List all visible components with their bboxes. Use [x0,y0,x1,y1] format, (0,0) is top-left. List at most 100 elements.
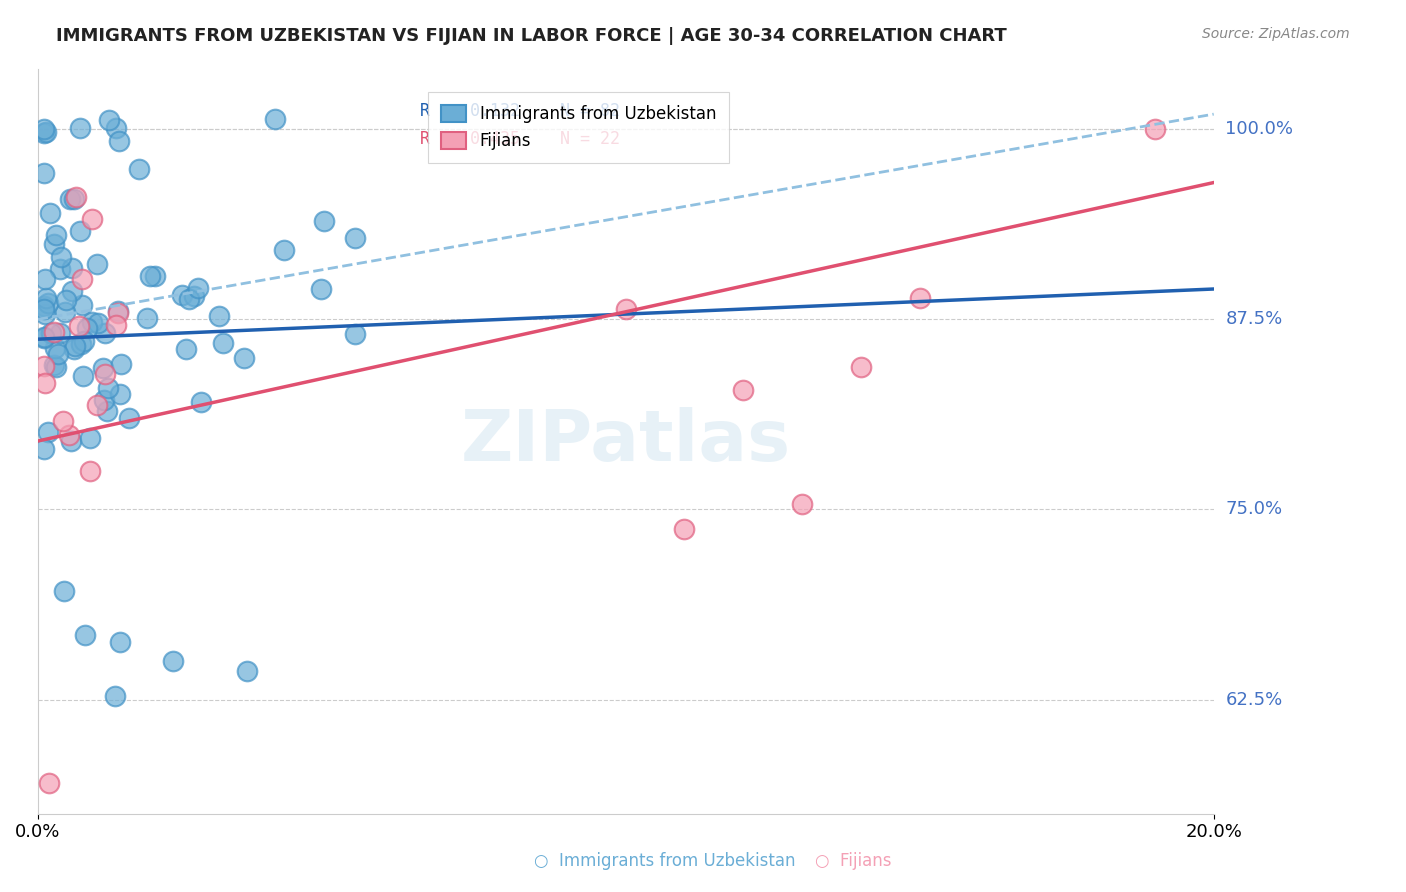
Legend: Immigrants from Uzbekistan, Fijians: Immigrants from Uzbekistan, Fijians [427,92,730,163]
Point [233,351,256,366]
Point [67,318,90,333]
Point [118,410,141,425]
Point [91,361,114,376]
Point [44,341,66,355]
Point [614,301,637,316]
Point [177,292,200,306]
Point [53,584,76,599]
Point [34,272,56,286]
Point [60,284,83,298]
Point [86,256,108,270]
Point [73,334,96,348]
Point [70,336,93,351]
Point [174,342,197,356]
Point [162,654,184,668]
Point [96,404,118,418]
Point [69,224,91,238]
Point [136,310,159,325]
Point [79,431,101,445]
Point [63,339,86,353]
Point [108,387,131,401]
Point [34,307,56,321]
Point [69,120,91,135]
Point [60,434,83,448]
Point [105,318,128,333]
Point [733,383,755,397]
Point [45,228,67,243]
Text: R =  0.132    N = 82: R = 0.132 N = 82 [420,102,620,120]
Point [59,192,82,206]
Point [32,330,55,344]
Text: R =  0.435    N = 22: R = 0.435 N = 22 [420,129,620,147]
Point [187,281,209,295]
Point [143,269,166,284]
Point [45,360,67,375]
Point [58,427,80,442]
Text: 75.0%: 75.0% [1226,500,1282,518]
Point [63,342,86,356]
Point [790,497,813,511]
Text: IMMIGRANTS FROM UZBEKISTAN VS FIJIAN IN LABOR FORCE | AGE 30-34 CORRELATION CHAR: IMMIGRANTS FROM UZBEKISTAN VS FIJIAN IN … [56,27,1007,45]
Point [128,162,150,177]
Point [38,206,60,220]
Point [208,309,231,323]
Text: ○  Immigrants from Uzbekistan: ○ Immigrants from Uzbekistan [534,852,796,870]
Point [263,112,285,126]
Point [44,237,66,252]
Point [55,293,77,308]
Point [80,315,103,329]
Point [107,306,129,320]
Point [48,262,70,277]
Point [110,358,132,372]
Point [344,230,367,244]
Point [37,425,59,440]
Point [107,134,129,148]
Point [87,316,110,330]
Point [183,289,205,303]
Point [65,190,87,204]
Point [309,282,332,296]
Point [93,368,115,382]
Point [32,299,55,313]
Point [35,124,58,138]
Point [35,291,58,305]
Point [32,442,55,456]
Point [94,326,117,340]
Point [104,690,127,704]
Point [1143,122,1166,136]
Point [38,776,60,790]
Point [849,359,872,374]
Point [80,211,103,226]
Point [49,250,72,264]
Point [93,392,115,407]
Point [60,260,83,275]
Point [32,126,55,140]
Point [98,113,121,128]
Point [673,522,696,536]
Point [72,272,94,286]
Point [37,295,59,310]
Point [44,325,66,339]
Point [76,321,98,335]
Point [32,302,55,317]
Point [46,347,69,361]
Text: ○  Fijians: ○ Fijians [815,852,891,870]
Text: 100.0%: 100.0% [1226,120,1294,138]
Point [34,376,56,390]
Point [105,121,128,136]
Point [32,122,55,136]
Point [42,358,65,372]
Point [273,244,295,258]
Point [343,326,366,341]
Point [32,359,55,374]
Point [79,464,101,478]
Point [32,331,55,345]
Point [32,166,55,180]
Point [108,635,131,649]
Point [49,326,72,341]
Point [39,326,62,340]
Point [312,214,335,228]
Point [170,288,193,302]
Point [190,395,212,409]
Text: 62.5%: 62.5% [1226,690,1282,708]
